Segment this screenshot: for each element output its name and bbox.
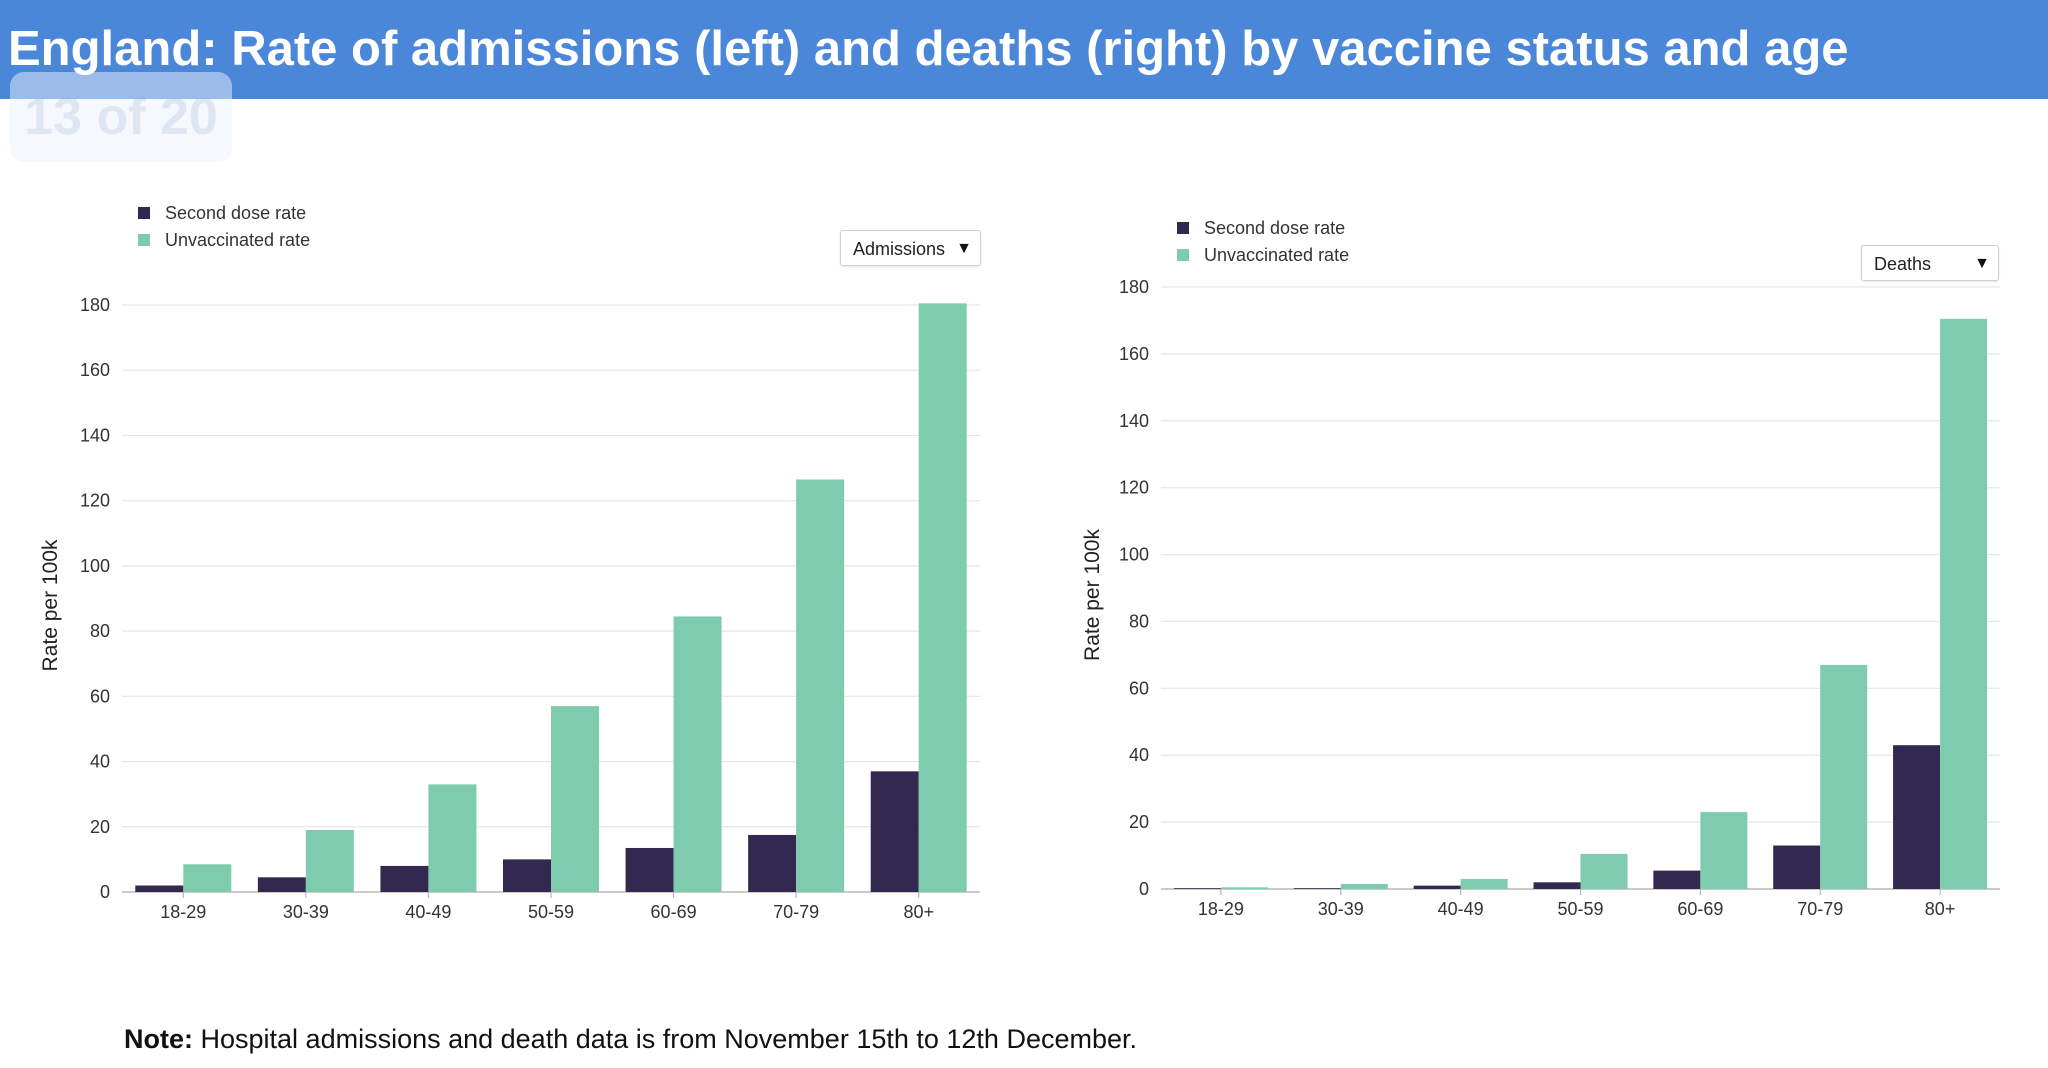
deaths-legend-swatch bbox=[1177, 222, 1189, 234]
deaths-bar-second-dose-50-59 bbox=[1533, 882, 1581, 889]
deaths-bar-unvaccinated-30-39 bbox=[1340, 883, 1388, 889]
slide-title: England: Rate of admissions (left) and d… bbox=[8, 22, 1849, 76]
admissions-y-tick-label: 100 bbox=[80, 556, 110, 576]
admissions-y-tick-label: 80 bbox=[90, 621, 110, 641]
dropdown-arrow-icon: ▼ bbox=[1974, 255, 1990, 272]
deaths-bar-unvaccinated-50-59 bbox=[1580, 853, 1628, 889]
deaths-y-tick-label: 20 bbox=[1129, 812, 1149, 832]
deaths-bar-second-dose-70-79 bbox=[1773, 845, 1821, 889]
deaths-y-tick-label: 160 bbox=[1119, 344, 1149, 364]
admissions-legend-label: Second dose rate bbox=[165, 203, 306, 223]
deaths-bar-unvaccinated-18-29 bbox=[1220, 887, 1268, 889]
deaths-selector-label: Deaths bbox=[1874, 254, 1932, 274]
deaths-bar-second-dose-30-39 bbox=[1293, 888, 1341, 889]
admissions-y-tick-label: 20 bbox=[90, 817, 110, 837]
admissions-x-tick-label: 30-39 bbox=[283, 902, 329, 922]
admissions-bar-second-dose-70-79 bbox=[748, 834, 797, 892]
deaths-y-tick-label: 140 bbox=[1119, 411, 1149, 431]
deaths-y-tick-label: 120 bbox=[1119, 478, 1149, 498]
deaths-legend-label: Second dose rate bbox=[1204, 218, 1345, 238]
slide-counter: 13 of 20 bbox=[10, 72, 232, 162]
admissions-x-tick-label: 70-79 bbox=[773, 902, 819, 922]
deaths-bar-second-dose-80plus bbox=[1893, 745, 1941, 889]
deaths-x-tick-label: 60-69 bbox=[1677, 899, 1723, 919]
deaths-y-tick-label: 100 bbox=[1119, 545, 1149, 565]
note-text: Hospital admissions and death data is fr… bbox=[193, 1024, 1138, 1054]
admissions-legend-swatch bbox=[138, 207, 150, 219]
admissions-bar-second-dose-50-59 bbox=[503, 859, 551, 892]
admissions-y-tick-label: 160 bbox=[80, 360, 110, 380]
admissions-bar-unvaccinated-50-59 bbox=[551, 706, 599, 892]
admissions-x-tick-label: 50-59 bbox=[528, 902, 574, 922]
deaths-y-tick-label: 80 bbox=[1129, 611, 1149, 631]
deaths-x-tick-label: 80+ bbox=[1925, 899, 1956, 919]
note-label: Note: bbox=[124, 1024, 193, 1054]
admissions-legend-swatch bbox=[138, 234, 150, 246]
admissions-y-tick-label: 180 bbox=[80, 295, 110, 315]
deaths-y-tick-label: 0 bbox=[1139, 879, 1149, 899]
deaths-bar-unvaccinated-80plus bbox=[1940, 318, 1988, 889]
deaths-selector[interactable]: Deaths ▼ bbox=[1861, 245, 1999, 281]
admissions-x-tick-label: 60-69 bbox=[651, 902, 697, 922]
admissions-selector-label: Admissions bbox=[853, 239, 946, 259]
deaths-legend-label: Unvaccinated rate bbox=[1204, 245, 1349, 265]
admissions-bar-second-dose-18-29 bbox=[135, 885, 184, 892]
admissions-bar-second-dose-30-39 bbox=[257, 877, 306, 892]
admissions-legend-label: Unvaccinated rate bbox=[165, 230, 310, 250]
dropdown-arrow-icon: ▼ bbox=[956, 240, 972, 257]
admissions-bar-unvaccinated-80plus bbox=[918, 303, 967, 892]
admissions-x-tick-label: 40-49 bbox=[405, 902, 451, 922]
footnote: Note: Hospital admissions and death data… bbox=[124, 1024, 1137, 1055]
admissions-bar-second-dose-60-69 bbox=[625, 847, 674, 892]
admissions-bar-unvaccinated-40-49 bbox=[428, 784, 477, 892]
admissions-bar-unvaccinated-18-29 bbox=[183, 864, 232, 892]
admissions-y-tick-label: 60 bbox=[90, 686, 110, 706]
deaths-bar-second-dose-60-69 bbox=[1653, 870, 1701, 889]
deaths-bar-second-dose-18-29 bbox=[1173, 888, 1221, 889]
admissions-bar-second-dose-80plus bbox=[870, 771, 919, 892]
admissions-bar-unvaccinated-60-69 bbox=[673, 616, 722, 892]
deaths-x-tick-label: 70-79 bbox=[1797, 899, 1843, 919]
deaths-x-tick-label: 40-49 bbox=[1438, 899, 1484, 919]
deaths-y-tick-label: 60 bbox=[1129, 678, 1149, 698]
deaths-y-tick-label: 40 bbox=[1129, 745, 1149, 765]
deaths-x-tick-label: 30-39 bbox=[1318, 899, 1364, 919]
title-bar bbox=[0, 0, 2048, 99]
admissions-x-tick-label: 80+ bbox=[903, 902, 934, 922]
deaths-x-tick-label: 50-59 bbox=[1557, 899, 1603, 919]
admissions-bar-second-dose-40-49 bbox=[380, 865, 429, 892]
admissions-y-tick-label: 120 bbox=[80, 491, 110, 511]
deaths-bar-unvaccinated-60-69 bbox=[1700, 812, 1748, 889]
admissions-y-tick-label: 0 bbox=[100, 882, 110, 902]
admissions-bar-unvaccinated-70-79 bbox=[796, 479, 845, 892]
admissions-bar-unvaccinated-30-39 bbox=[305, 830, 354, 892]
deaths-y-axis-title: Rate per 100k bbox=[1081, 529, 1104, 661]
admissions-x-tick-label: 18-29 bbox=[160, 902, 206, 922]
admissions-y-tick-label: 140 bbox=[80, 425, 110, 445]
deaths-legend-swatch bbox=[1177, 249, 1189, 261]
admissions-y-axis-title: Rate per 100k bbox=[39, 539, 62, 671]
deaths-bar-unvaccinated-70-79 bbox=[1820, 664, 1868, 889]
deaths-y-tick-label: 180 bbox=[1119, 277, 1149, 297]
deaths-bar-unvaccinated-40-49 bbox=[1460, 878, 1508, 889]
admissions-y-tick-label: 40 bbox=[90, 752, 110, 772]
deaths-x-tick-label: 18-29 bbox=[1198, 899, 1244, 919]
deaths-bar-second-dose-40-49 bbox=[1413, 885, 1461, 889]
admissions-selector[interactable]: Admissions ▼ bbox=[840, 230, 981, 266]
